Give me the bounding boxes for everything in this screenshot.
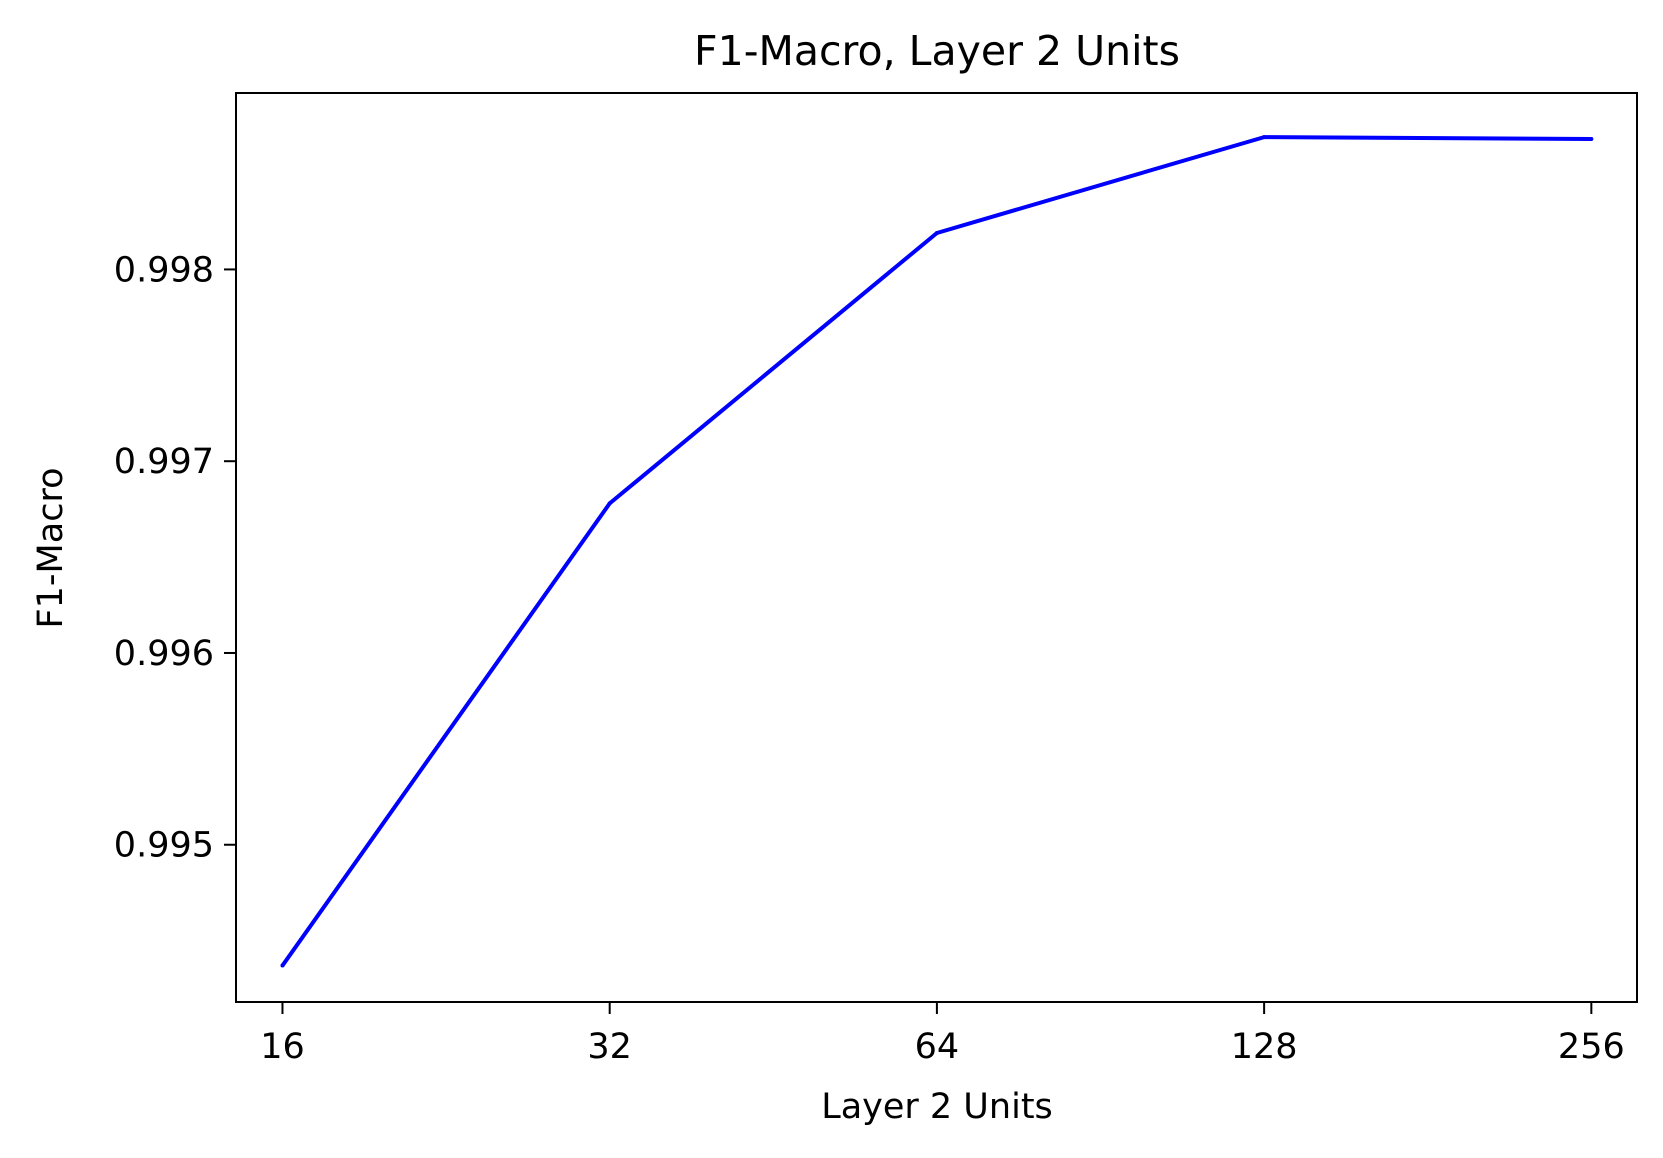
x-tick-label: 256 — [1558, 1027, 1625, 1067]
data-point — [280, 963, 285, 968]
chart-title: F1-Macro, Layer 2 Units — [694, 27, 1180, 75]
plot-area — [280, 135, 1594, 968]
data-point — [1589, 137, 1594, 142]
x-tick-label: 32 — [587, 1027, 632, 1067]
y-tick-label: 0.995 — [114, 826, 214, 866]
y-axis-label: F1-Macro — [31, 468, 71, 629]
y-axis-ticks: 0.995 0.996 0.997 0.998 — [114, 250, 236, 866]
data-point — [607, 501, 612, 506]
x-tick-label: 64 — [915, 1027, 960, 1067]
data-point — [1262, 135, 1267, 140]
y-tick-label: 0.997 — [114, 442, 214, 482]
x-tick-label: 16 — [260, 1027, 305, 1067]
y-tick-label: 0.996 — [114, 634, 214, 674]
data-point — [934, 230, 939, 235]
x-axis-label: Layer 2 Units — [821, 1087, 1053, 1127]
x-axis-ticks: 16 32 64 128 256 — [260, 1002, 1625, 1067]
y-tick-label: 0.998 — [114, 250, 214, 290]
x-tick-label: 128 — [1231, 1027, 1298, 1067]
